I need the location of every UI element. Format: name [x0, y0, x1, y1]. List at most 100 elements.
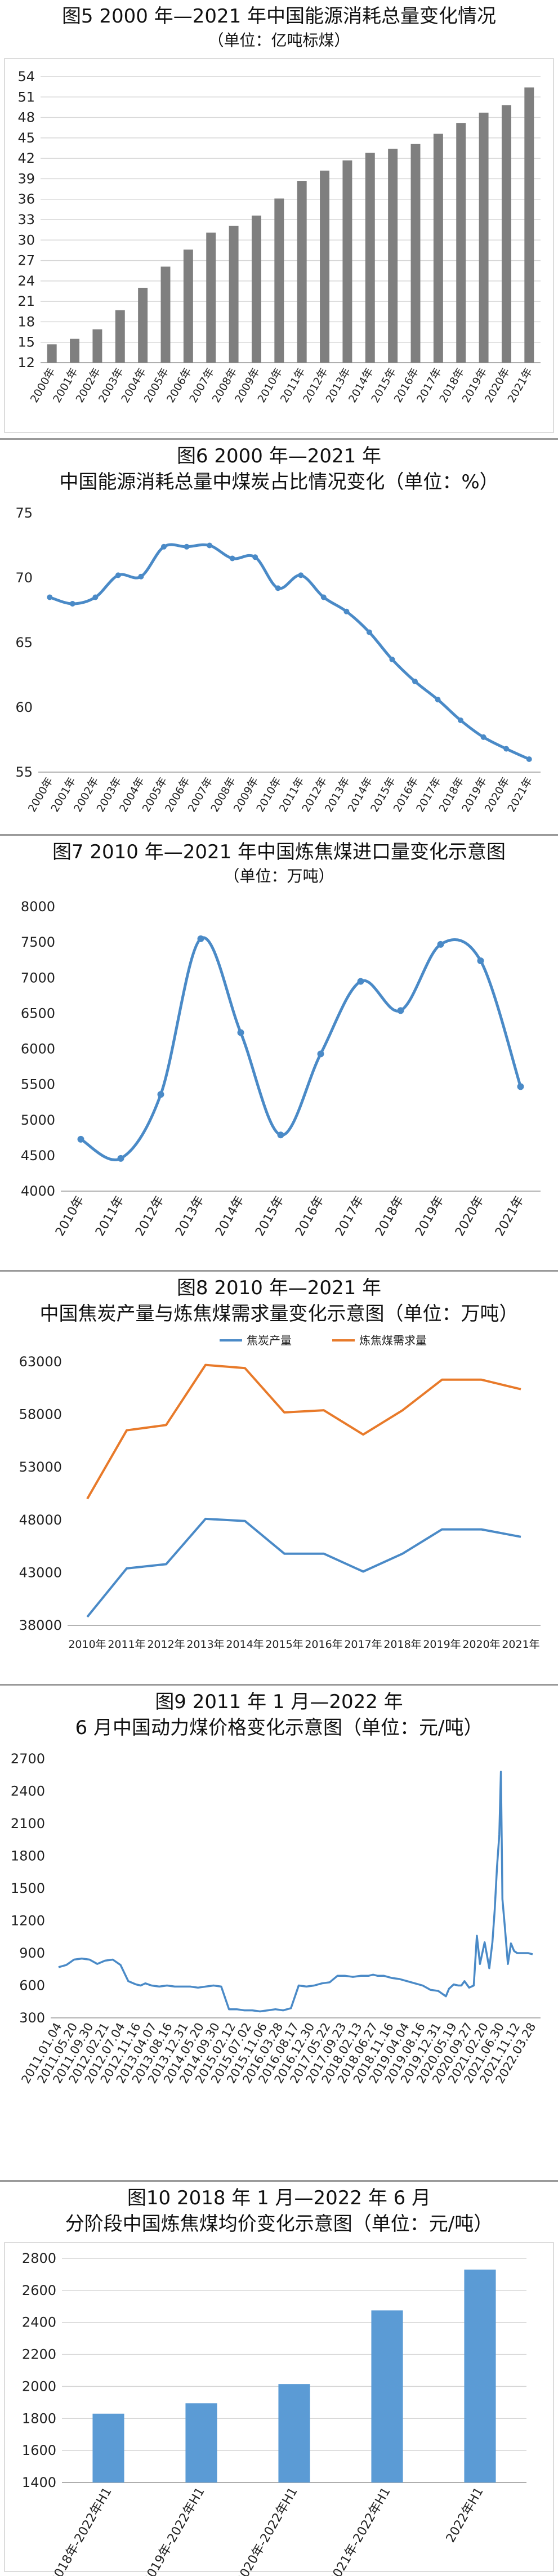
bar — [371, 2310, 403, 2483]
bar — [185, 2403, 217, 2483]
y-tick-label: 65 — [15, 635, 33, 650]
chart-9-title-line-2: 6 月中国动力煤价格变化示意图（单位：元/吨） — [75, 1717, 483, 1739]
y-tick-label: 30 — [17, 232, 35, 248]
y-tick-label: 900 — [19, 1945, 45, 1961]
y-tick-label: 1200 — [11, 1913, 45, 1929]
chart-7-subtitle: （单位：万吨） — [224, 867, 334, 885]
series-line — [86, 1363, 521, 1500]
x-tick-label: 2016年 — [293, 1194, 327, 1239]
data-point — [320, 594, 327, 600]
bar — [206, 232, 216, 363]
series-line — [80, 936, 522, 1161]
x-tick-label: 2019年 — [423, 1638, 461, 1651]
data-point — [277, 1131, 284, 1139]
chart-frame — [4, 58, 554, 433]
y-tick-label: 24 — [17, 273, 35, 289]
data-point — [458, 717, 464, 723]
legend-label: 焦炭产量 — [247, 1334, 292, 1347]
x-tick-label: 2014年 — [226, 1638, 264, 1651]
y-tick-label: 43000 — [19, 1565, 62, 1580]
y-tick-label: 27 — [17, 253, 35, 269]
separator — [0, 2180, 558, 2182]
y-tick-label: 48 — [17, 110, 35, 126]
bar — [278, 2384, 310, 2483]
legend-label: 炼焦煤需求量 — [359, 1334, 427, 1347]
data-point — [157, 1091, 164, 1098]
y-tick-label: 60 — [15, 699, 33, 715]
x-tick-label: 2022年H1 — [444, 2485, 486, 2545]
chart-panel-8: 图8 2010 年—2021 年 中国焦炭产量与炼焦煤需求量变化示意图（单位：万… — [0, 1272, 558, 1684]
y-tick-label: 6000 — [21, 1041, 55, 1057]
x-tick-label: 2018年 — [383, 1638, 421, 1651]
y-tick-label: 55 — [15, 764, 33, 780]
data-point — [47, 594, 53, 600]
bar — [388, 149, 398, 363]
data-point — [237, 1029, 244, 1036]
y-tick-label: 2000 — [22, 2378, 56, 2394]
x-tick-label: 2017年 — [344, 1638, 382, 1651]
x-tick-label: 2018年-2022年H1 — [48, 2485, 115, 2576]
y-tick-label: 48000 — [19, 1512, 62, 1528]
bar — [183, 249, 193, 363]
data-point — [69, 601, 75, 607]
bar — [47, 344, 57, 363]
chart-9-plot: 3006009001200150018002100240027002011.01… — [11, 1751, 541, 2086]
series-line — [86, 1517, 521, 1618]
x-tick-label: 2013年 — [173, 1194, 207, 1239]
y-tick-label: 600 — [19, 1978, 45, 1994]
y-tick-label: 54 — [17, 69, 35, 84]
bar — [501, 105, 511, 363]
y-tick-label: 38000 — [19, 1617, 62, 1633]
y-tick-label: 18 — [17, 314, 35, 329]
bar — [92, 2413, 124, 2483]
data-point — [389, 656, 395, 662]
x-tick-label: 2018年 — [373, 1194, 407, 1239]
y-tick-label: 5000 — [21, 1112, 55, 1128]
y-tick-label: 36 — [17, 191, 35, 207]
chart-10-title-line-2: 分阶段中国炼焦煤均价变化示意图（单位：元/吨） — [65, 2213, 493, 2235]
x-tick-label: 2020年-2022年H1 — [234, 2485, 301, 2576]
bar — [365, 153, 375, 363]
x-tick-label: 2015年 — [253, 1194, 287, 1239]
x-tick-label: 2011年 — [93, 1194, 127, 1239]
chart-10-plot: 1400 1600 1800 2000 2200 2400 2600 2800 2018年-20… — [4, 2242, 554, 2576]
x-tick-label: 2021年 — [493, 1194, 527, 1239]
data-point — [298, 572, 304, 578]
y-tick-label: 53000 — [19, 1459, 62, 1475]
bar — [92, 329, 102, 363]
y-tick-label: 42 — [17, 150, 35, 166]
data-point — [526, 756, 532, 762]
data-point — [480, 734, 486, 740]
y-tick-label: 1500 — [11, 1880, 45, 1896]
x-tick-label: 2016年 — [305, 1638, 342, 1651]
y-tick-label: 70 — [15, 570, 33, 586]
data-point — [477, 957, 484, 964]
y-tick-label: 5500 — [21, 1077, 55, 1093]
bar — [456, 123, 466, 363]
y-tick-label: 2400 — [11, 1784, 45, 1799]
y-tick-label: 1600 — [22, 2443, 56, 2458]
data-point — [275, 585, 281, 591]
chart-10-title-line-1: 图10 2018 年 1 月—2022 年 6 月 — [127, 2187, 431, 2209]
data-point — [317, 1050, 324, 1058]
bar — [433, 133, 443, 363]
chart-8-plot: 38000 43000 48000 53000 58000 63000 焦炭产量 炼焦煤需求量… — [19, 1334, 541, 1651]
data-point — [435, 697, 441, 703]
chart-7-title: 图7 2010 年—2021 年中国炼焦煤进口量变化示意图 — [52, 841, 506, 863]
y-tick-label: 4500 — [21, 1148, 55, 1164]
x-tick-label: 2021年 — [502, 1638, 539, 1651]
x-tick-label: 2017年 — [333, 1194, 367, 1239]
data-point — [138, 573, 144, 580]
y-tick-label: 7500 — [21, 934, 55, 950]
data-point — [77, 1135, 84, 1143]
chart-6-title-line-1: 图6 2000 年—2021 年 — [176, 445, 382, 467]
chart-frame — [4, 2242, 554, 2572]
data-point — [437, 941, 444, 948]
x-tick-label: 2010年 — [68, 1638, 106, 1651]
data-point — [503, 746, 510, 752]
x-tick-label: 2010年 — [53, 1194, 87, 1239]
data-point — [207, 542, 213, 549]
data-point — [517, 1083, 524, 1090]
chart-8-title-line-1: 图8 2010 年—2021 年 — [176, 1277, 382, 1299]
data-point — [92, 594, 99, 600]
